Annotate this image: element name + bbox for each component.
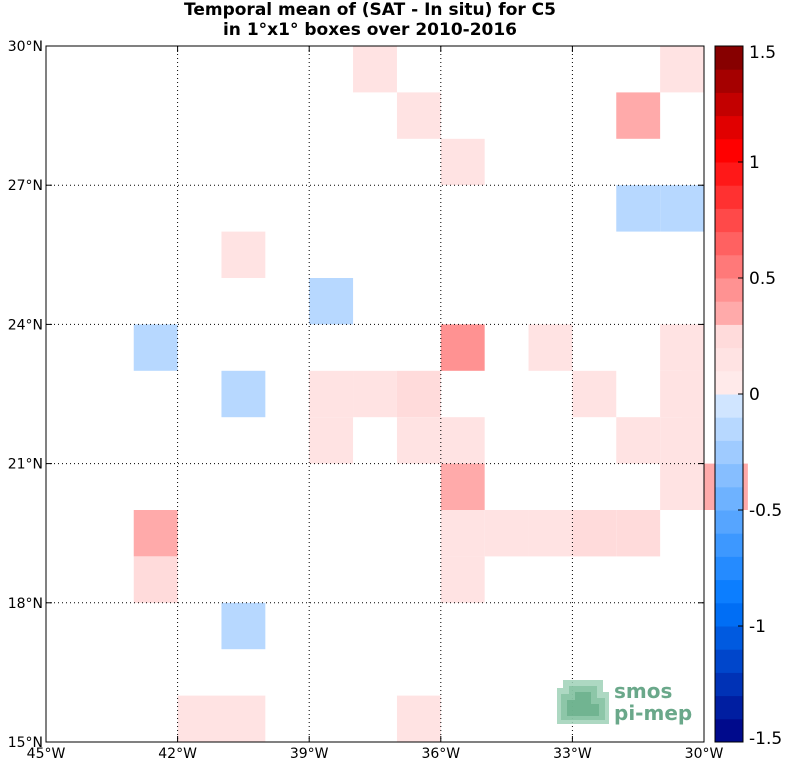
data-cells	[133, 46, 748, 742]
data-cell	[440, 463, 485, 510]
colorbar-segment	[715, 162, 743, 186]
data-cell	[528, 510, 573, 557]
data-cell	[133, 324, 178, 371]
colorbar-tick-label: 0	[749, 385, 760, 405]
data-cell	[660, 185, 704, 232]
data-cell	[440, 510, 485, 557]
grid-lines	[46, 46, 704, 742]
data-cell	[396, 370, 441, 418]
data-cell	[682, 417, 704, 464]
data-cell	[440, 417, 485, 464]
data-cell	[572, 510, 617, 557]
axis-ticks: 45°W 42°W 39°W 36°W 33°W 30°W 15°N 18°N 21°N 24°N…	[8, 39, 724, 761]
data-cell	[440, 138, 485, 186]
y-tick-label: 27°N	[8, 178, 43, 194]
data-cell	[221, 370, 266, 418]
data-cell	[221, 602, 266, 650]
data-cell	[353, 370, 397, 418]
colorbar: 1.5 1 0.5 0 -0.5 -1 -1.5	[714, 43, 782, 749]
logo-text-smos: smos	[614, 679, 672, 703]
colorbar-segment	[715, 115, 743, 140]
plot-frame	[45, 45, 705, 743]
colorbar-segment	[715, 231, 743, 256]
data-cell	[682, 370, 704, 418]
colorbar-tick-label: -0.5	[749, 501, 782, 521]
colorbar-segment	[715, 579, 743, 604]
y-tick-label: 15°N	[8, 735, 43, 751]
colorbar-segment	[715, 138, 743, 163]
data-cell	[221, 231, 266, 278]
colorbar-segment	[715, 185, 743, 209]
data-cell	[660, 46, 704, 93]
data-cell	[616, 417, 661, 464]
x-tick-label: 39°W	[290, 746, 329, 761]
data-cell	[572, 370, 617, 418]
colorbar-segment	[715, 301, 743, 325]
colorbar-segment	[715, 92, 743, 117]
colorbar-segment	[715, 324, 743, 349]
colorbar-segment	[715, 394, 743, 418]
x-tick-label: 42°W	[158, 746, 197, 761]
data-cell	[396, 417, 441, 464]
smos-pi-mep-logo: smos pi-mep	[557, 679, 692, 725]
data-cell	[660, 463, 704, 510]
data-cell	[396, 92, 441, 139]
x-tick-label: 45°W	[27, 746, 66, 761]
colorbar-segment	[715, 417, 743, 441]
data-cell	[177, 695, 222, 742]
data-cell	[309, 278, 354, 325]
colorbar-segment	[715, 278, 743, 302]
y-tick-label: 30°N	[8, 39, 43, 55]
colorbar-segment	[715, 556, 743, 581]
data-cell	[309, 417, 354, 464]
data-cell	[396, 695, 441, 742]
y-tick-label: 24°N	[8, 317, 43, 333]
colorbar-tick-label: -1	[749, 617, 766, 637]
colorbar-segment	[715, 486, 743, 511]
chart-title-block: Temporal mean of (SAT - In situ) for C5 …	[0, 0, 786, 44]
data-cell	[440, 324, 485, 371]
data-cell	[616, 510, 661, 557]
colorbar-tick-label: 1.5	[749, 43, 776, 63]
y-tick-label: 21°N	[8, 457, 43, 473]
colorbar-segment	[715, 347, 743, 372]
data-cell	[616, 185, 661, 232]
data-cell	[353, 46, 397, 93]
logo-text-pi-mep: pi-mep	[614, 701, 692, 725]
y-tick-label: 18°N	[8, 596, 43, 612]
colorbar-segment	[715, 626, 743, 650]
colorbar-segment	[715, 463, 743, 488]
data-cell	[133, 556, 178, 603]
data-cell	[133, 510, 178, 557]
colorbar-tick-label: 1	[749, 153, 760, 173]
x-tick-label: 33°W	[553, 746, 592, 761]
colorbar-segment	[715, 440, 743, 465]
colorbar-tick-label: 0.5	[749, 269, 776, 289]
colorbar-segment	[715, 649, 743, 673]
colorbar-segment	[715, 69, 743, 93]
colorbar-segment	[715, 695, 743, 720]
x-tick-label: 36°W	[421, 746, 460, 761]
colorbar-segment	[715, 718, 743, 743]
data-cell	[682, 324, 704, 371]
colorbar-segment	[715, 370, 743, 395]
data-cell	[309, 370, 354, 418]
chart-subtitle: in 1°x1° boxes over 2010-2016	[222, 20, 518, 40]
chart-title: Temporal mean of (SAT - In situ) for C5	[184, 0, 556, 20]
colorbar-segment	[715, 602, 743, 627]
data-cell	[528, 324, 573, 371]
data-cell	[616, 92, 661, 139]
x-tick-label: 30°W	[685, 746, 724, 761]
colorbar-segment	[715, 208, 743, 233]
colorbar-tick-label: -1.5	[749, 729, 782, 749]
colorbar-segment	[715, 254, 743, 279]
data-cell	[440, 556, 485, 603]
colorbar-segment	[715, 510, 743, 534]
colorbar-segment	[715, 46, 743, 70]
data-cell	[221, 695, 266, 742]
colorbar-segment	[715, 533, 743, 557]
data-cell	[484, 510, 529, 557]
colorbar-segment	[715, 672, 743, 697]
